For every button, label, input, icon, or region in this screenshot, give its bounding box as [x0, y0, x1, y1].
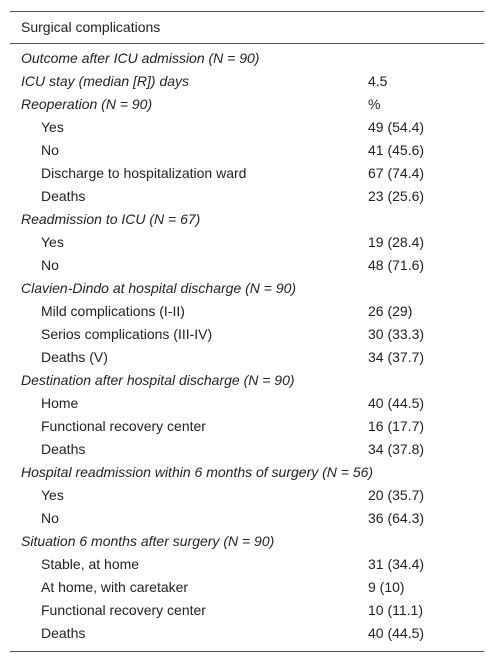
row-label: Discharge to hospitalization ward [41, 165, 247, 181]
table-row: Yes 19 (28.4) [10, 231, 484, 254]
table-row: Deaths 34 (37.8) [10, 438, 484, 461]
section-heading: Situation 6 months after surgery (N = 90… [21, 533, 275, 549]
row-label: Yes [41, 119, 64, 135]
section-value: 4.5 [368, 73, 388, 89]
row-value: 19 (28.4) [368, 234, 425, 250]
table-row: Deaths 40 (44.5) [10, 622, 484, 645]
row-value: 48 (71.6) [368, 257, 425, 273]
row-value: 10 (11.1) [368, 602, 423, 618]
row-label: Mild complications (I-II) [41, 303, 185, 319]
table-body: Outcome after ICU admission (N = 90) ICU … [10, 47, 484, 645]
row-label: Yes [41, 234, 64, 250]
section-row: ICU stay (median [R]) days 4.5 [10, 70, 484, 93]
table-row: Serios complications (III-IV) 30 (33.3) [10, 323, 484, 346]
row-value: 40 (44.5) [368, 395, 425, 411]
table-row: Discharge to hospitalization ward 67 (74.… [10, 162, 484, 185]
row-label: Functional recovery center [41, 602, 206, 618]
section-heading: Destination after hospital discharge (N … [21, 372, 295, 388]
row-value: 34 (37.8) [368, 441, 425, 457]
table-row: No 41 (45.6) [10, 139, 484, 162]
section-heading: Hospital readmission within 6 months of … [21, 464, 374, 480]
table-row: Yes 20 (35.7) [10, 484, 484, 507]
row-label: At home, with caretaker [41, 579, 189, 595]
row-label: Home [41, 395, 79, 411]
row-value: 31 (34.4) [368, 556, 425, 572]
row-label: No [41, 510, 59, 526]
section-heading: Reoperation (N = 90) [21, 96, 153, 112]
row-label: Deaths (V) [41, 349, 108, 365]
row-label: Serios complications (III-IV) [41, 326, 213, 342]
table-row: No 48 (71.6) [10, 254, 484, 277]
row-value: 30 (33.3) [368, 326, 425, 342]
row-value: 20 (35.7) [368, 487, 425, 503]
row-value: 16 (17.7) [368, 418, 425, 434]
row-value: 26 (29) [368, 303, 413, 319]
row-label: Yes [41, 487, 64, 503]
table-row: Deaths 23 (25.6) [10, 185, 484, 208]
table-row: Functional recovery center 10 (11.1) [10, 599, 484, 622]
section-heading: Clavien-Dindo at hospital discharge (N =… [21, 280, 297, 296]
row-value: 40 (44.5) [368, 625, 425, 641]
section-row: Clavien-Dindo at hospital discharge (N =… [10, 277, 484, 300]
table-title: Surgical complications [10, 12, 484, 44]
row-value: 34 (37.7) [368, 349, 425, 365]
row-label: Deaths [41, 188, 86, 204]
row-label: No [41, 257, 59, 273]
table: Surgical complications Outcome after ICU… [10, 11, 484, 652]
section-row: Hospital readmission within 6 months of … [10, 461, 484, 484]
row-value: 23 (25.6) [368, 188, 425, 204]
table-row: Home 40 (44.5) [10, 392, 484, 415]
table-row: At home, with caretaker 9 (10) [10, 576, 484, 599]
section-heading: ICU stay (median [R]) days [21, 73, 190, 89]
table-row: Stable, at home 31 (34.4) [10, 553, 484, 576]
row-value: 67 (74.4) [368, 165, 425, 181]
table-row: No 36 (64.3) [10, 507, 484, 530]
table-row: Yes 49 (54.4) [10, 116, 484, 139]
section-row: Situation 6 months after surgery (N = 90… [10, 530, 484, 553]
section-row: Destination after hospital discharge (N … [10, 369, 484, 392]
row-label: No [41, 142, 59, 158]
section-heading: Readmission to ICU (N = 67) [21, 211, 201, 227]
row-label: Deaths [41, 441, 86, 457]
section-row: Outcome after ICU admission (N = 90) [10, 47, 484, 70]
section-row: Readmission to ICU (N = 67) [10, 208, 484, 231]
table-row: Functional recovery center 16 (17.7) [10, 415, 484, 438]
row-value: 41 (45.6) [368, 142, 425, 158]
row-label: Stable, at home [41, 556, 140, 572]
table-row: Deaths (V) 34 (37.7) [10, 346, 484, 369]
table-row: Mild complications (I-II) 26 (29) [10, 300, 484, 323]
row-value: 36 (64.3) [368, 510, 425, 526]
row-value: 9 (10) [368, 579, 405, 595]
row-label: Functional recovery center [41, 418, 206, 434]
row-label: Deaths [41, 625, 86, 641]
section-row: Reoperation (N = 90)% [10, 93, 484, 116]
row-value: 49 (54.4) [368, 119, 425, 135]
section-heading: Outcome after ICU admission (N = 90) [21, 50, 260, 66]
section-value: % [368, 96, 381, 112]
